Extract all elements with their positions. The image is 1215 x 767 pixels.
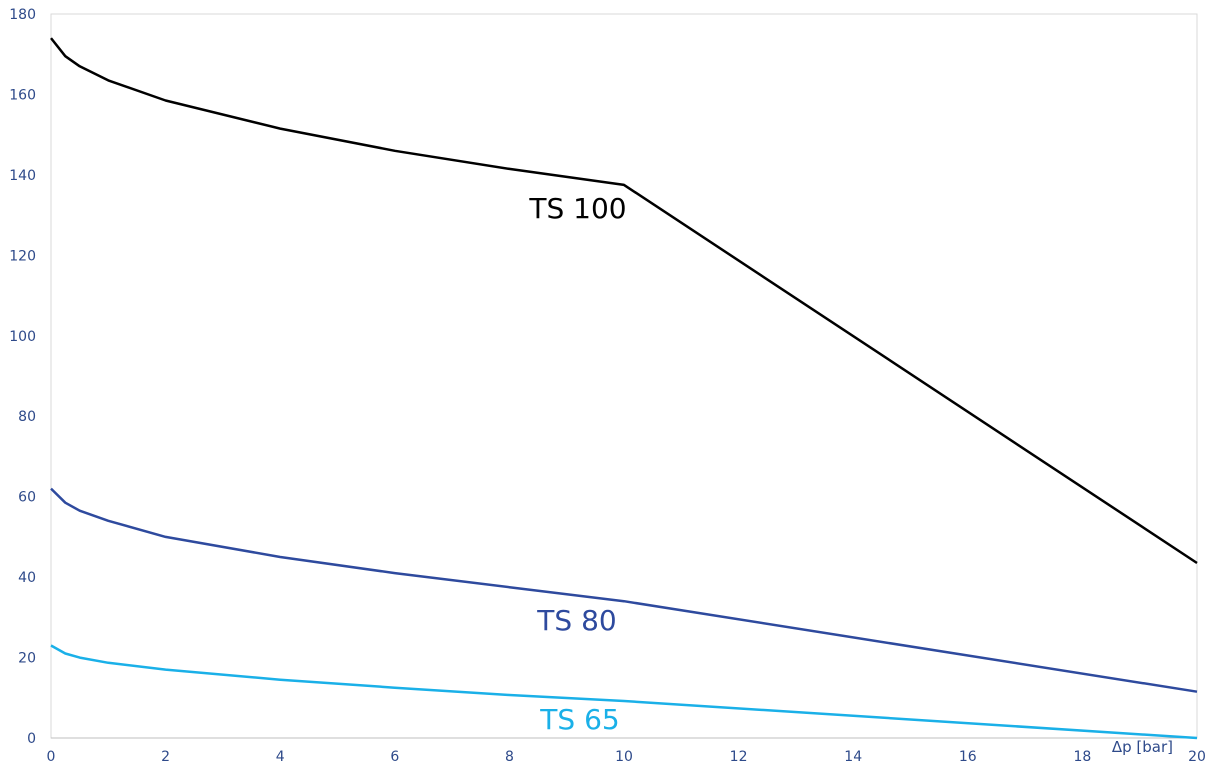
- series-labels: TS 100 TS 80 TS 65: [528, 192, 626, 736]
- y-tick-label: 120: [9, 248, 36, 264]
- x-tick-label: 2: [161, 749, 170, 765]
- y-tick-label: 20: [18, 651, 36, 667]
- x-tick-label: 8: [505, 749, 514, 765]
- y-tick-label: 180: [9, 7, 36, 23]
- x-tick-label: 20: [1188, 749, 1206, 765]
- y-axis-ticks: 0 20 40 60 80 100 120 140 160 180: [9, 7, 36, 747]
- y-tick-label: 100: [9, 329, 36, 345]
- y-tick-label: 80: [18, 409, 36, 425]
- y-tick-label: 40: [18, 570, 36, 586]
- x-tick-label: 18: [1073, 749, 1091, 765]
- y-tick-label: 160: [9, 87, 36, 103]
- x-axis-ticks: 0 2 4 6 8 10 12 14 16 18 20: [47, 749, 1206, 765]
- x-tick-label: 4: [276, 749, 285, 765]
- series-label-ts-65: TS 65: [539, 703, 619, 736]
- y-tick-label: 0: [27, 731, 36, 747]
- plot-frame: [50, 13, 1198, 739]
- series-lines: [50, 37, 1198, 740]
- y-tick-label: 140: [9, 168, 36, 184]
- x-tick-label: 12: [730, 749, 748, 765]
- x-tick-label: 6: [390, 749, 399, 765]
- x-tick-label: 16: [959, 749, 977, 765]
- plot-border: [50, 13, 1198, 739]
- series-label-ts-100: TS 100: [528, 192, 626, 225]
- y-tick-label: 60: [18, 490, 36, 506]
- x-axis-label-background: [1106, 740, 1176, 759]
- series-line-ts-100: [50, 37, 1198, 565]
- x-tick-label: 10: [615, 749, 633, 765]
- series-line-ts-65: [50, 644, 1198, 740]
- series-line-ts-80: [50, 487, 1198, 693]
- series-label-ts-80: TS 80: [536, 604, 616, 637]
- x-axis-label: Δp [bar]: [1112, 738, 1173, 756]
- x-tick-label: 14: [844, 749, 862, 765]
- x-tick-label: 0: [47, 749, 56, 765]
